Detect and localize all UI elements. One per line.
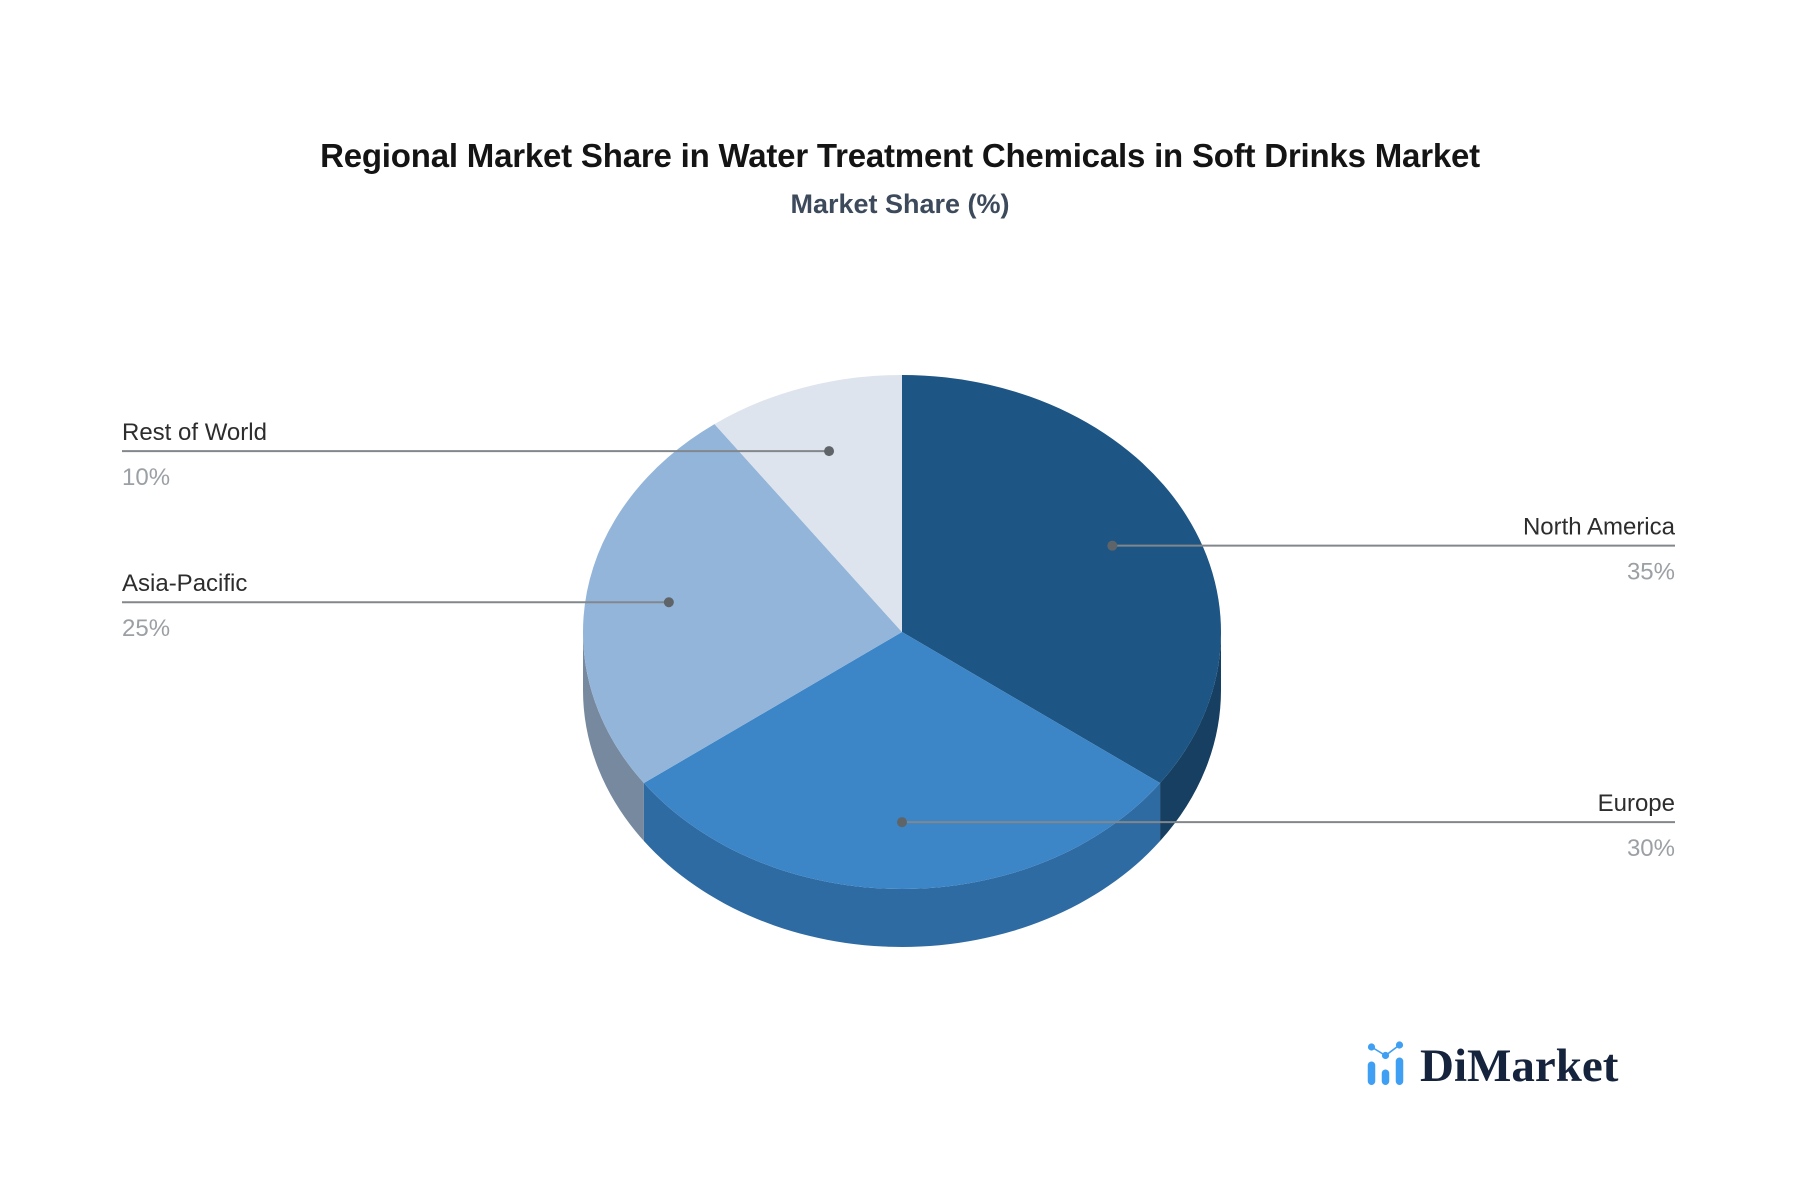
leader-lines-group: North America 35% Europe 30% Asia-Pacific 25%… xyxy=(122,419,1676,862)
logo-bar-3 xyxy=(1395,1057,1404,1085)
slice-pct-rest-of-world: 10% xyxy=(122,464,170,491)
slice-pct-europe: 30% xyxy=(1627,835,1675,862)
slice-label-north-america: North America xyxy=(1523,514,1676,541)
pie-slice-asia-pacific[interactable] xyxy=(583,424,902,784)
leader-dot-asia-pacific xyxy=(663,597,674,608)
leader-dot-north-america xyxy=(1107,540,1118,551)
leader-dot-rest-of-world xyxy=(824,446,835,457)
pie-side-asia-pacific xyxy=(583,632,644,842)
pie-slice-europe[interactable] xyxy=(643,632,1161,889)
slice-label-rest-of-world: Rest of World xyxy=(122,419,267,446)
pie-slice-north-america[interactable] xyxy=(902,375,1221,784)
slice-pct-asia-pacific: 25% xyxy=(122,615,170,642)
logo-text: DiMarket xyxy=(1420,1040,1619,1093)
pie-side-north-america xyxy=(1160,632,1221,842)
bar-chart-trend-icon xyxy=(1367,1041,1404,1085)
logo-dot-2 xyxy=(1381,1051,1390,1060)
chart-subtitle: Market Share (%) xyxy=(790,189,1010,219)
logo-bar-2 xyxy=(1381,1069,1390,1085)
pie-slices-group xyxy=(583,375,1221,889)
logo-dot-1 xyxy=(1367,1043,1376,1051)
pie-slice-rest-of-world[interactable] xyxy=(714,375,902,632)
slice-label-europe: Europe xyxy=(1598,790,1675,817)
leader-dot-europe xyxy=(897,817,907,828)
slice-label-asia-pacific: Asia-Pacific xyxy=(122,570,247,597)
slice-pct-north-america: 35% xyxy=(1627,559,1675,586)
pie-side-europe xyxy=(643,783,1161,947)
logo-bar-1 xyxy=(1367,1061,1376,1085)
logo-dot-3 xyxy=(1395,1041,1404,1049)
chart-title: Regional Market Share in Water Treatment… xyxy=(320,137,1480,174)
dimarket-logo: DiMarket xyxy=(1365,1040,1618,1092)
pie-depth-group xyxy=(583,632,1221,947)
